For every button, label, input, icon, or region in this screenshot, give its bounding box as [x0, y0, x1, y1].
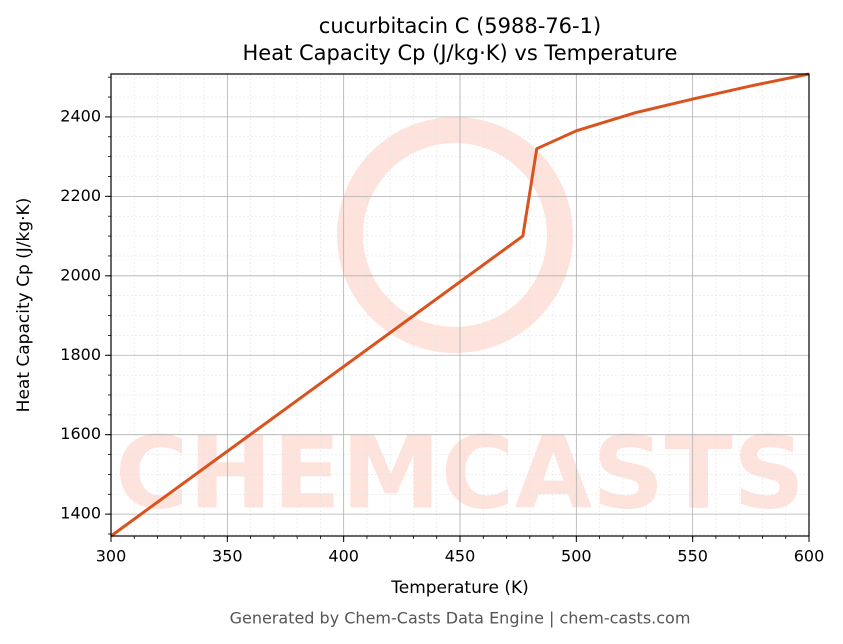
- x-tick-label: 550: [677, 547, 708, 566]
- x-tick-label: 500: [561, 547, 592, 566]
- chart-subtitle: Heat Capacity Cp (J/kg·K) vs Temperature: [243, 41, 678, 65]
- x-tick-label: 600: [794, 547, 825, 566]
- data-line: [110, 72, 810, 538]
- y-tick-label: 2200: [60, 186, 101, 205]
- plot-frame: [110, 73, 810, 537]
- y-tick-label: 2000: [60, 265, 101, 284]
- x-tick-label: 350: [212, 547, 243, 566]
- y-axis-label: Heat Capacity Cp (J/kg·K): [14, 198, 34, 413]
- x-axis-label: Temperature (K): [390, 578, 529, 598]
- x-tick-label: 300: [96, 547, 127, 566]
- y-tick-label: 1400: [60, 504, 101, 523]
- watermark-ring: [337, 117, 573, 353]
- chart-title: cucurbitacin C (5988-76-1): [319, 14, 601, 38]
- y-tick-label: 1800: [60, 345, 101, 364]
- y-tick-label: 1600: [60, 424, 101, 443]
- x-tick-label: 450: [445, 547, 476, 566]
- y-tick-label: 2400: [60, 106, 101, 125]
- footer: Generated by Chem-Casts Data Engine | ch…: [230, 609, 691, 628]
- x-tick-label: 400: [328, 547, 359, 566]
